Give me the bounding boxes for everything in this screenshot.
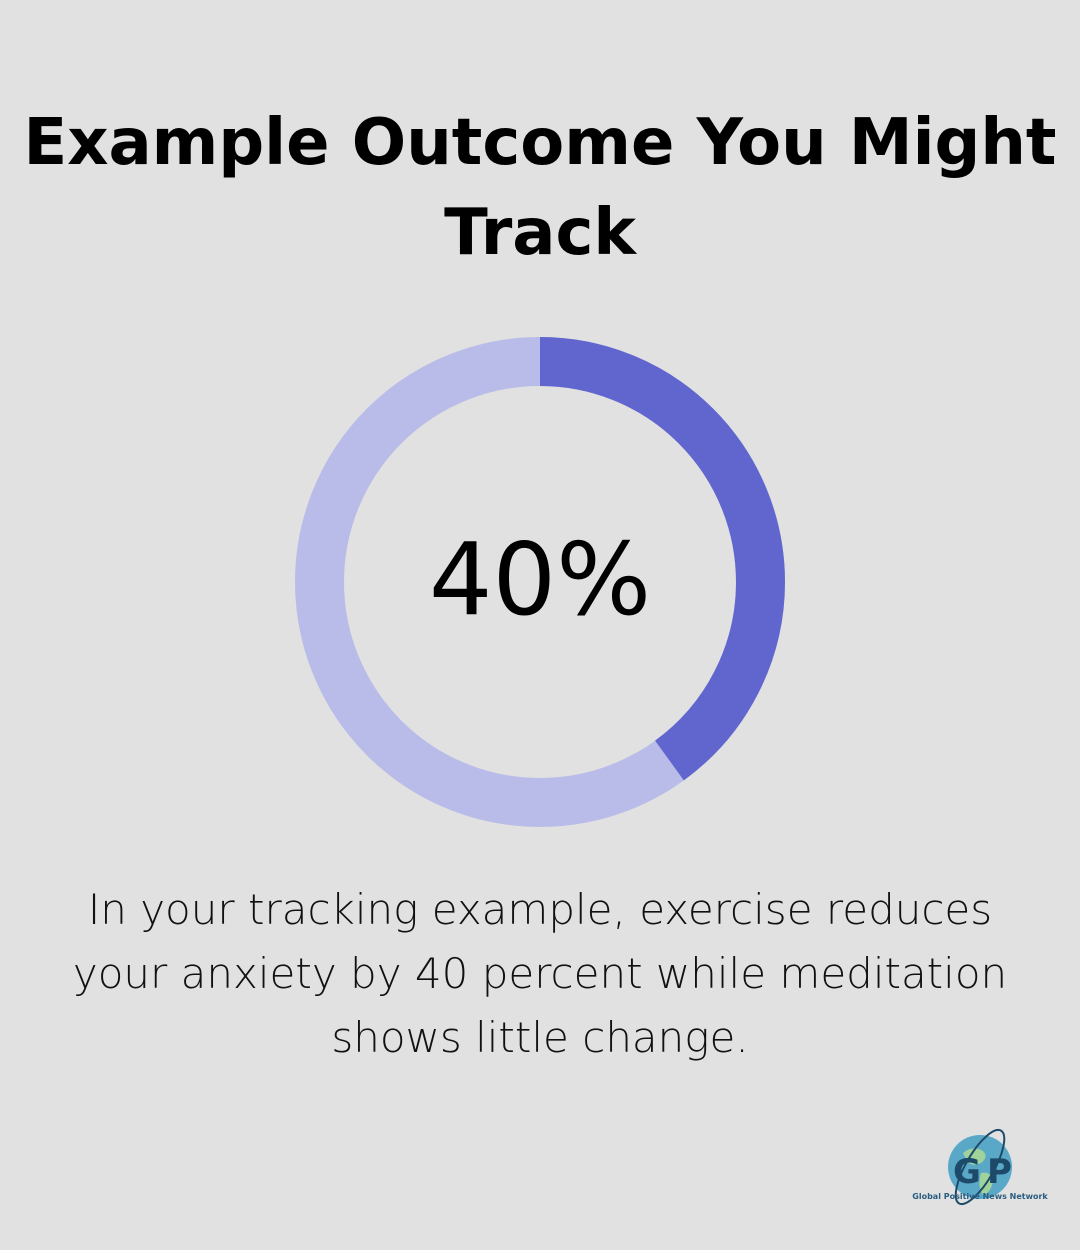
donut-chart bbox=[295, 337, 785, 827]
logo-name: Global Positive News Network bbox=[912, 1192, 1048, 1201]
svg-text:P: P bbox=[987, 1152, 1012, 1192]
svg-text:G: G bbox=[953, 1152, 981, 1192]
globe-logo-icon: G P bbox=[948, 1128, 1012, 1206]
description-text: In your tracking example, exercise reduc… bbox=[72, 885, 1008, 1062]
page-title: Example Outcome You Might Track bbox=[23, 106, 1057, 270]
donut-value-arc bbox=[295, 337, 785, 827]
center-percentage: 40% bbox=[428, 521, 652, 638]
